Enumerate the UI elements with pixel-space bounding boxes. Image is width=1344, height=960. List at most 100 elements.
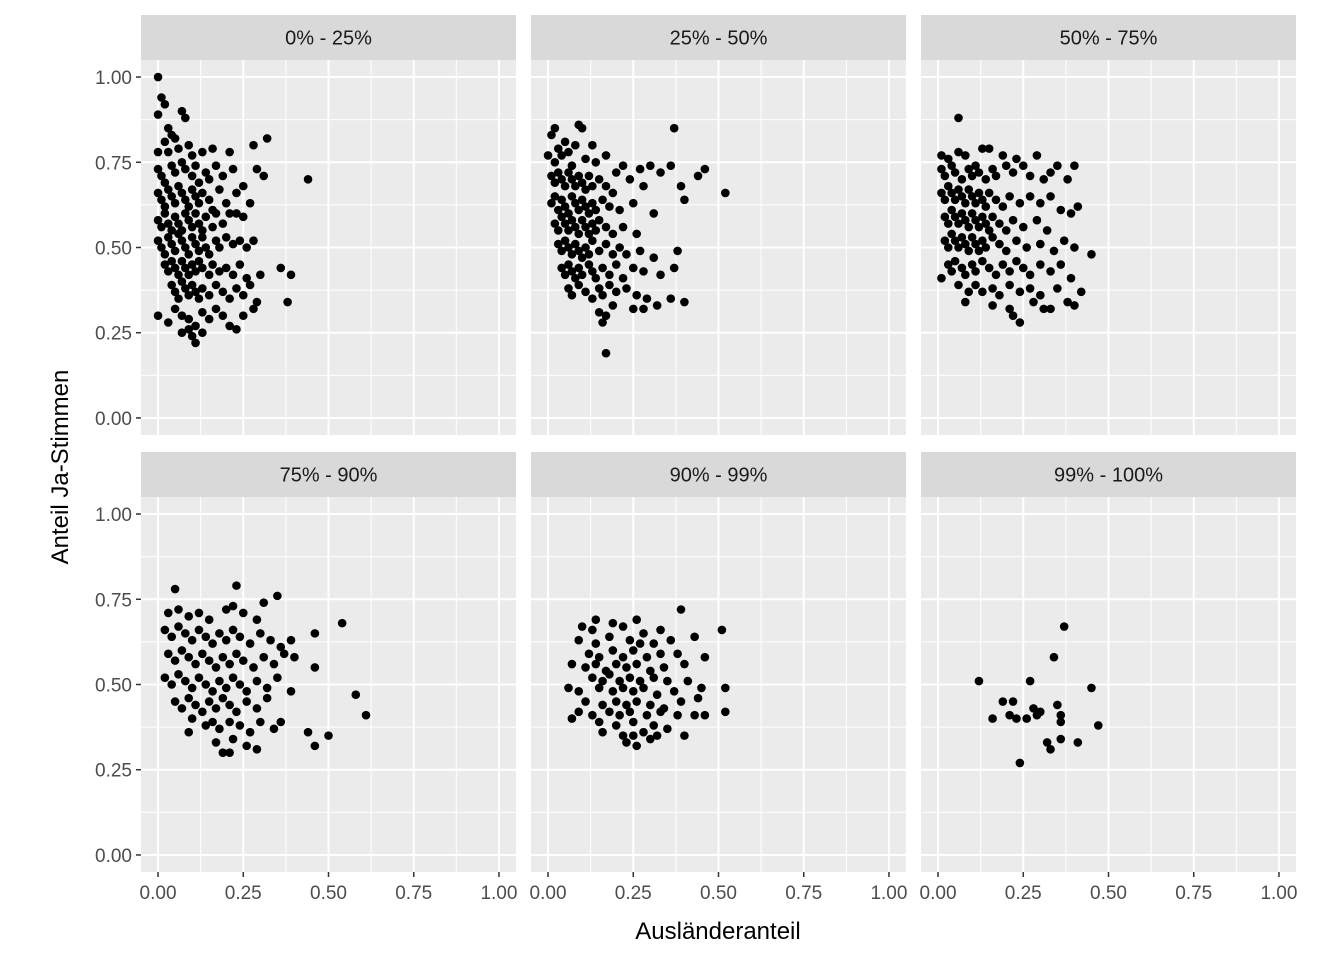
data-point: [238, 656, 248, 665]
data-point: [588, 267, 597, 276]
data-point: [225, 700, 234, 710]
data-point: [615, 243, 624, 252]
x-tick-label: 0.75: [1175, 883, 1212, 904]
data-point: [646, 734, 655, 744]
data-point: [560, 270, 570, 280]
data-point: [170, 212, 180, 222]
data-point: [242, 273, 251, 283]
data-point: [601, 181, 611, 191]
data-point: [581, 154, 590, 164]
data-point: [971, 215, 980, 225]
data-point: [204, 615, 214, 625]
data-point: [581, 697, 590, 706]
data-point: [167, 192, 176, 201]
data-point: [1046, 168, 1055, 177]
data-point: [361, 710, 371, 720]
data-point: [201, 212, 211, 222]
data-point: [553, 226, 563, 235]
data-point: [204, 656, 214, 665]
data-point: [1087, 683, 1096, 693]
x-tick-label: 0.00: [530, 883, 567, 904]
data-point: [646, 161, 655, 170]
data-point: [177, 236, 187, 245]
data-point: [639, 683, 648, 693]
data-point: [218, 311, 228, 320]
facet-strip-label: 99% - 100%: [1054, 465, 1163, 487]
data-point: [1053, 700, 1062, 710]
data-point: [1046, 192, 1055, 201]
data-point: [184, 325, 194, 334]
data-point: [557, 195, 566, 205]
data-point: [564, 260, 573, 269]
y-tick-label: 0.50: [95, 676, 132, 697]
data-point: [163, 219, 173, 228]
data-point: [191, 321, 200, 331]
data-point: [204, 250, 214, 259]
data-point: [235, 236, 245, 245]
data-point: [574, 246, 584, 256]
data-point: [153, 311, 163, 320]
data-point: [666, 294, 676, 303]
data-point: [256, 270, 265, 280]
data-point: [971, 198, 980, 208]
data-point: [351, 690, 361, 700]
data-point: [170, 168, 180, 177]
data-point: [974, 676, 984, 686]
data-point: [547, 130, 556, 140]
data-point: [198, 328, 207, 338]
data-point: [181, 243, 190, 252]
data-point: [622, 663, 631, 672]
data-point: [181, 164, 190, 174]
data-point: [947, 267, 956, 276]
data-point: [225, 717, 234, 727]
data-point: [276, 642, 286, 652]
data-point: [690, 632, 699, 642]
data-point: [995, 239, 1004, 249]
data-point: [1070, 301, 1079, 310]
data-point: [547, 171, 556, 181]
data-point: [680, 297, 689, 307]
data-point: [170, 304, 180, 314]
data-point: [574, 229, 584, 239]
data-point: [187, 714, 197, 723]
data-point: [669, 263, 679, 273]
data-point: [567, 250, 577, 259]
data-point: [262, 693, 272, 703]
x-tick-label: 0.25: [225, 883, 262, 904]
data-point: [961, 151, 970, 160]
data-point: [1018, 263, 1028, 273]
data-point: [310, 741, 320, 751]
data-point: [598, 700, 607, 710]
data-point: [181, 629, 190, 638]
data-point: [618, 161, 628, 170]
data-point: [1056, 734, 1066, 744]
data-point: [167, 680, 176, 689]
data-point: [187, 185, 197, 194]
data-point: [201, 721, 211, 730]
data-point: [184, 693, 194, 703]
data-point: [187, 280, 197, 290]
data-point: [940, 212, 950, 222]
data-point: [170, 134, 180, 143]
data-point: [978, 236, 987, 245]
data-point: [1008, 168, 1018, 177]
data-point: [1087, 250, 1096, 259]
data-point: [1076, 287, 1086, 297]
facet-panel: 25% - 50%: [531, 15, 906, 435]
data-point: [618, 683, 628, 693]
data-point: [961, 297, 970, 307]
data-point: [649, 639, 659, 648]
data-point: [218, 652, 228, 662]
data-point: [964, 246, 974, 256]
data-point: [157, 243, 166, 252]
data-point: [163, 147, 173, 157]
data-point: [598, 263, 607, 273]
data-point: [947, 188, 956, 198]
data-point: [167, 239, 176, 249]
facet-panel: 99% - 100%: [921, 452, 1296, 872]
data-point: [998, 202, 1008, 211]
data-point: [564, 284, 573, 293]
data-point: [628, 304, 638, 314]
data-point: [252, 615, 262, 625]
data-point: [1022, 243, 1031, 252]
